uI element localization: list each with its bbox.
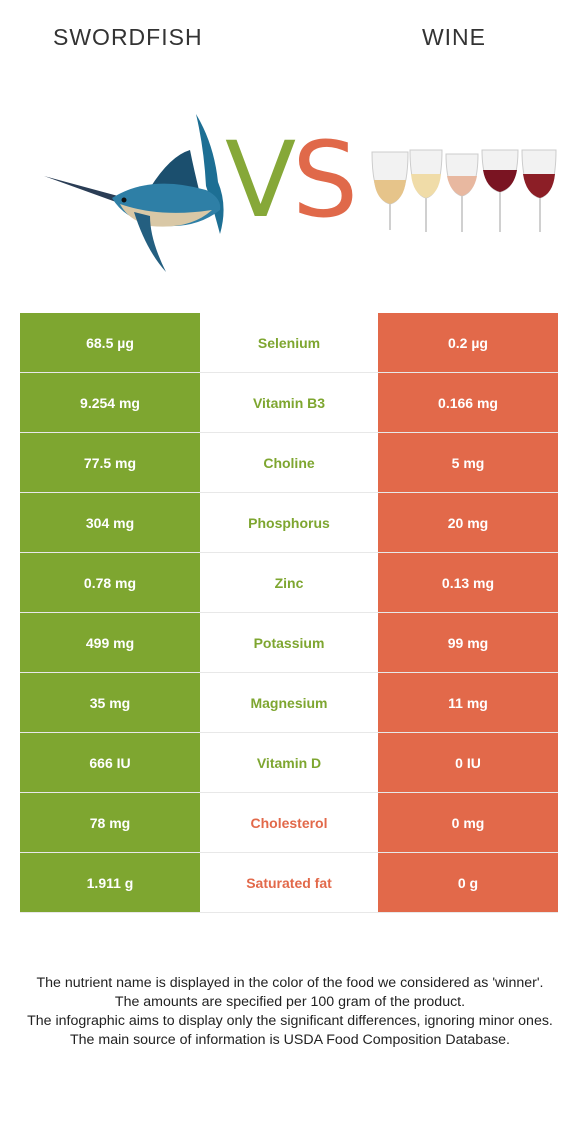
left-value: 68.5 µg xyxy=(20,313,200,373)
left-value: 304 mg xyxy=(20,492,200,553)
right-value: 0.2 µg xyxy=(378,313,558,373)
table-row: 1.911 g Saturated fat 0 g xyxy=(20,852,558,913)
nutrient-name: Zinc xyxy=(200,552,378,613)
nutrient-name: Selenium xyxy=(200,313,378,373)
food-illustrations xyxy=(44,114,557,272)
table-row: 0.78 mg Zinc 0.13 mg xyxy=(20,552,558,613)
vs-label: VS xyxy=(225,128,358,232)
right-value: 0.166 mg xyxy=(378,372,558,433)
right-value: 5 mg xyxy=(378,432,558,493)
vs-v-letter: V xyxy=(225,119,296,241)
left-value: 0.78 mg xyxy=(20,552,200,613)
table-row: 9.254 mg Vitamin B3 0.166 mg xyxy=(20,372,558,433)
right-value: 11 mg xyxy=(378,672,558,733)
left-value: 9.254 mg xyxy=(20,372,200,433)
table-row: 304 mg Phosphorus 20 mg xyxy=(20,492,558,553)
nutrient-name: Magnesium xyxy=(200,672,378,733)
right-value: 0 mg xyxy=(378,792,558,853)
left-value: 666 IU xyxy=(20,732,200,793)
nutrient-name: Phosphorus xyxy=(200,492,378,553)
footnote-amounts: The amounts are specified per 100 gram o… xyxy=(114,994,466,1010)
right-value: 0 g xyxy=(378,852,558,913)
left-value: 35 mg xyxy=(20,672,200,733)
right-value: 0.13 mg xyxy=(378,552,558,613)
footnotes: The nutrient name is displayed in the co… xyxy=(18,974,562,1050)
table-row: 77.5 mg Choline 5 mg xyxy=(20,432,558,493)
wine-glasses-icon xyxy=(371,149,557,232)
vs-s-letter: S xyxy=(292,119,358,241)
nutrient-name: Potassium xyxy=(200,612,378,673)
right-value: 99 mg xyxy=(378,612,558,673)
left-value: 77.5 mg xyxy=(20,432,200,493)
nutrient-name: Cholesterol xyxy=(200,792,378,853)
footnote-winner: The nutrient name is displayed in the co… xyxy=(36,975,544,991)
footnote-source: The main source of information is USDA F… xyxy=(69,1032,511,1048)
left-value: 78 mg xyxy=(20,792,200,853)
nutrient-name: Vitamin B3 xyxy=(200,372,378,433)
left-value: 499 mg xyxy=(20,612,200,673)
left-value: 1.911 g xyxy=(20,852,200,913)
right-value: 0 IU xyxy=(378,732,558,793)
left-food-title: SWORDFISH xyxy=(53,24,203,50)
comparison-table: 68.5 µg Selenium 0.2 µg 9.254 mg Vitamin B3 0… xyxy=(20,313,558,913)
right-value: 20 mg xyxy=(378,492,558,553)
table-row: 35 mg Magnesium 11 mg xyxy=(20,672,558,733)
footnote-aim: The infographic aims to display only the… xyxy=(27,1013,553,1029)
table-row: 499 mg Potassium 99 mg xyxy=(20,612,558,673)
table-row: 78 mg Cholesterol 0 mg xyxy=(20,792,558,853)
right-food-title: WINE xyxy=(421,24,486,50)
table-row: 68.5 µg Selenium 0.2 µg xyxy=(20,313,558,373)
nutrient-name: Choline xyxy=(200,432,378,493)
nutrient-name: Saturated fat xyxy=(200,852,378,913)
swordfish-icon xyxy=(44,114,224,272)
nutrient-name: Vitamin D xyxy=(200,732,378,793)
